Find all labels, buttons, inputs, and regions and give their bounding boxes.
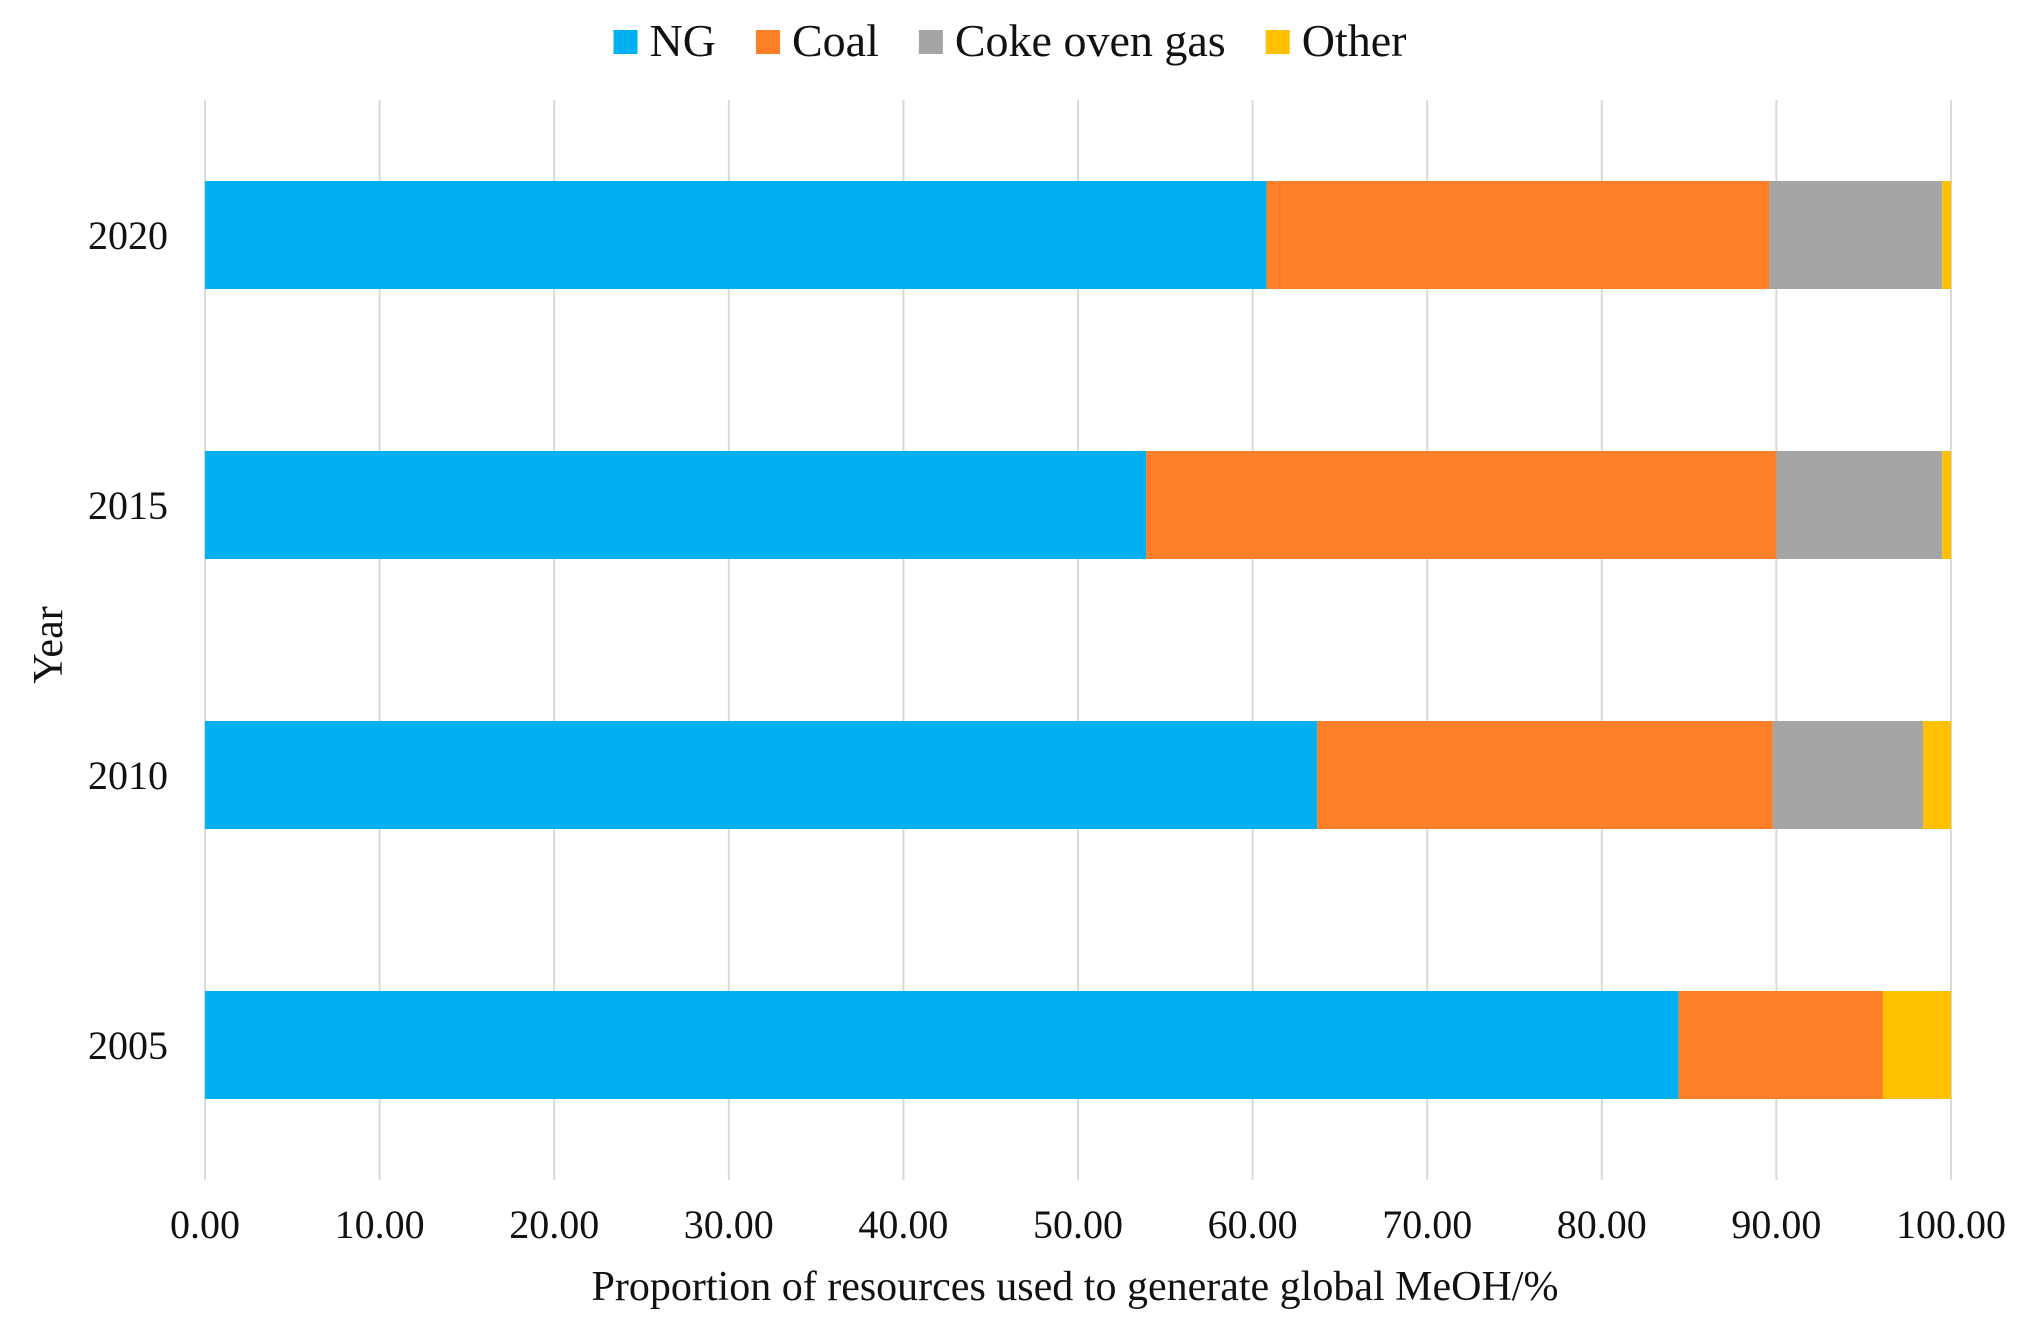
bar-segment-coke-oven-gas bbox=[1776, 451, 1943, 559]
x-tick-label: 10.00 bbox=[335, 1202, 425, 1247]
bar-segment-other bbox=[1882, 991, 1951, 1099]
bar-segment-ng bbox=[205, 721, 1318, 829]
bar-segment-other bbox=[1942, 181, 1951, 289]
y-tick-label: 2005 bbox=[88, 1023, 168, 1068]
legend-label: Coal bbox=[792, 15, 879, 66]
bar-segment-coal bbox=[1266, 181, 1770, 289]
bar-segment-ng bbox=[205, 991, 1679, 1099]
x-tick-label: 90.00 bbox=[1731, 1202, 1821, 1247]
bars bbox=[205, 181, 1951, 1099]
bar-segment-other bbox=[1923, 721, 1951, 829]
x-tick-label: 80.00 bbox=[1557, 1202, 1647, 1247]
legend-label: NG bbox=[650, 15, 716, 66]
x-tick-label: 20.00 bbox=[509, 1202, 599, 1247]
x-tick-label: 30.00 bbox=[684, 1202, 774, 1247]
x-tick-label: 60.00 bbox=[1208, 1202, 1298, 1247]
bar-segment-coke-oven-gas bbox=[1769, 181, 1943, 289]
y-axis-title: Year bbox=[26, 606, 72, 683]
y-tick-label: 2015 bbox=[88, 483, 168, 528]
legend-swatch bbox=[918, 30, 943, 54]
bar-segment-coal bbox=[1678, 991, 1883, 1099]
legend-swatch bbox=[1265, 30, 1290, 54]
x-tick-label: 50.00 bbox=[1033, 1202, 1123, 1247]
x-tick-label: 70.00 bbox=[1382, 1202, 1472, 1247]
legend-label: Coke oven gas bbox=[955, 15, 1226, 66]
bar-segment-other bbox=[1942, 451, 1951, 559]
legend-swatch bbox=[613, 30, 638, 54]
bar-segment-coal bbox=[1317, 721, 1773, 829]
y-tick-label: 2010 bbox=[88, 753, 168, 798]
bar-segment-ng bbox=[205, 181, 1267, 289]
x-tick-label: 100.00 bbox=[1896, 1202, 2006, 1247]
x-axis-title: Proportion of resources used to generate… bbox=[592, 1264, 1559, 1310]
legend-swatch bbox=[755, 30, 780, 54]
tick-labels: 0.00 10.00 20.00 30.00 40.00 50.00 60.00 70.00 8… bbox=[88, 213, 2006, 1247]
y-tick-label: 2020 bbox=[88, 213, 168, 258]
bar-segment-coal bbox=[1146, 451, 1777, 559]
x-tick-label: 0.00 bbox=[170, 1202, 240, 1247]
legend-label: Other bbox=[1302, 15, 1407, 66]
bar-segment-coke-oven-gas bbox=[1772, 721, 1924, 829]
bar-segment-ng bbox=[205, 451, 1147, 559]
legend: NG Coal Coke oven gas Other bbox=[613, 15, 1407, 66]
x-tick-label: 40.00 bbox=[858, 1202, 948, 1247]
